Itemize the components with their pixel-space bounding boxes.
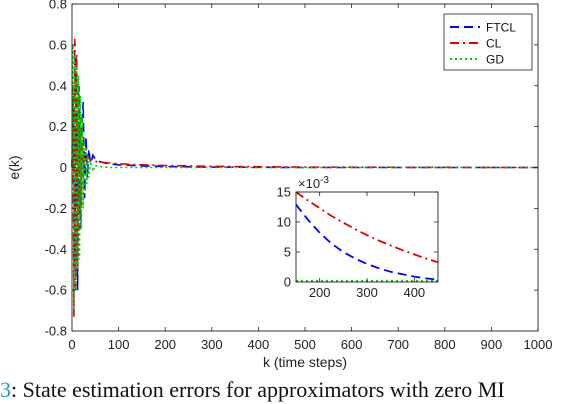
inset-x-tick-label: 400 bbox=[403, 285, 425, 300]
inset-y-tick-label: 0 bbox=[284, 275, 291, 290]
y-tick-label: 0.2 bbox=[49, 119, 67, 134]
y-tick-label: -0.6 bbox=[45, 283, 67, 298]
x-tick-label: 700 bbox=[387, 337, 409, 352]
legend: FTCL CL GD bbox=[443, 13, 533, 71]
y-tick-label: 0.6 bbox=[49, 37, 67, 52]
y-tick-label: 0 bbox=[60, 160, 67, 175]
series-cl bbox=[71, 38, 539, 317]
legend-entry-cl: CL bbox=[486, 37, 502, 51]
x-tick-label: 200 bbox=[154, 337, 176, 352]
inset-y-tick-label: 5 bbox=[284, 245, 291, 260]
inset-series-cl bbox=[295, 191, 439, 264]
x-axis-label: k (time steps) bbox=[263, 354, 347, 370]
y-tick-label: -0.8 bbox=[45, 324, 67, 339]
legend-entry-gd: GD bbox=[486, 53, 504, 67]
inset-y-tick-label: 15 bbox=[277, 185, 291, 200]
y-tick-label: -0.2 bbox=[45, 201, 67, 216]
y-tick-label: -0.4 bbox=[45, 242, 67, 257]
x-tick-label: 600 bbox=[341, 337, 363, 352]
caption-text: : State estimation errors for approximat… bbox=[11, 377, 505, 402]
x-tick-label: 1000 bbox=[524, 337, 553, 352]
legend-entry-ftcl: FTCL bbox=[486, 21, 516, 35]
y-axis-label: e(k) bbox=[6, 155, 22, 179]
inset-x-tick-label: 200 bbox=[309, 285, 331, 300]
x-tick-label: 300 bbox=[201, 337, 223, 352]
series-ftcl bbox=[71, 55, 538, 291]
inset-scale-exponent: -3 bbox=[320, 175, 329, 186]
figure-caption: 3: State estimation errors for approxima… bbox=[0, 377, 588, 404]
inset-y-tick-label: 10 bbox=[277, 215, 291, 230]
x-tick-label: 0 bbox=[68, 337, 75, 352]
y-tick-label: 0.8 bbox=[49, 0, 67, 12]
x-tick-label: 400 bbox=[248, 337, 270, 352]
x-tick-label: 900 bbox=[481, 337, 503, 352]
series-gd bbox=[71, 44, 538, 311]
inset-series-ftcl bbox=[295, 204, 439, 281]
inset-x-tick-label: 300 bbox=[356, 285, 378, 300]
figure-number: 3 bbox=[0, 377, 11, 402]
x-tick-label: 800 bbox=[434, 337, 456, 352]
x-tick-label: 100 bbox=[108, 337, 130, 352]
x-tick-label: 500 bbox=[294, 337, 316, 352]
y-tick-label: 0.4 bbox=[49, 78, 67, 93]
inset-plot-area bbox=[296, 192, 438, 282]
